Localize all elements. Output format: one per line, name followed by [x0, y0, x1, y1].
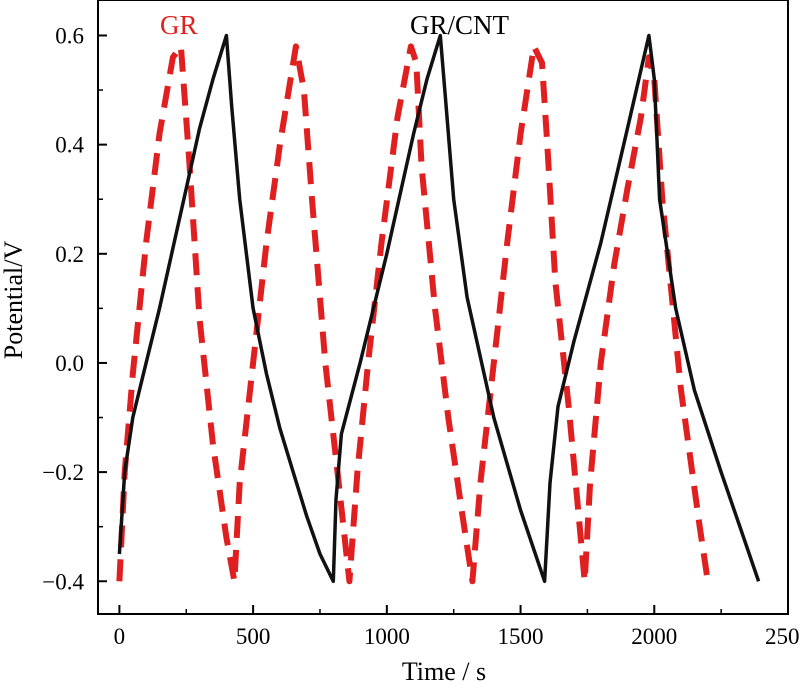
- legend-gr: GR: [160, 10, 198, 40]
- x-axis: 0 500 1000 1500 2000 2500: [114, 605, 800, 649]
- x-axis-title: Time / s: [402, 657, 486, 686]
- legend-gr-cnt: GR/CNT: [410, 10, 510, 40]
- series-gr-line: [116, 43, 711, 585]
- plot-frame: [97, 0, 789, 615]
- series-gr-cnt-line: [117, 33, 761, 584]
- y-tick-label: 0.2: [55, 242, 84, 267]
- y-tick-label: 0.6: [55, 23, 84, 48]
- x-tick-label: 1000: [364, 624, 410, 649]
- y-tick-label: 0.4: [55, 133, 84, 158]
- x-tick-label: 1500: [498, 624, 544, 649]
- y-axis: −0.4 −0.2 0.0 0.2 0.4 0.6: [42, 23, 107, 594]
- y-tick-label: −0.4: [42, 569, 84, 594]
- y-tick-label: −0.2: [42, 460, 84, 485]
- y-tick-label: 0.0: [55, 351, 84, 376]
- y-axis-title: Potential/V: [0, 241, 28, 360]
- series-layer: [116, 33, 761, 585]
- x-tick-label: 500: [236, 624, 271, 649]
- x-tick-label: 0: [114, 624, 126, 649]
- x-tick-label: 2000: [631, 624, 677, 649]
- x-tick-label: 2500: [765, 624, 800, 649]
